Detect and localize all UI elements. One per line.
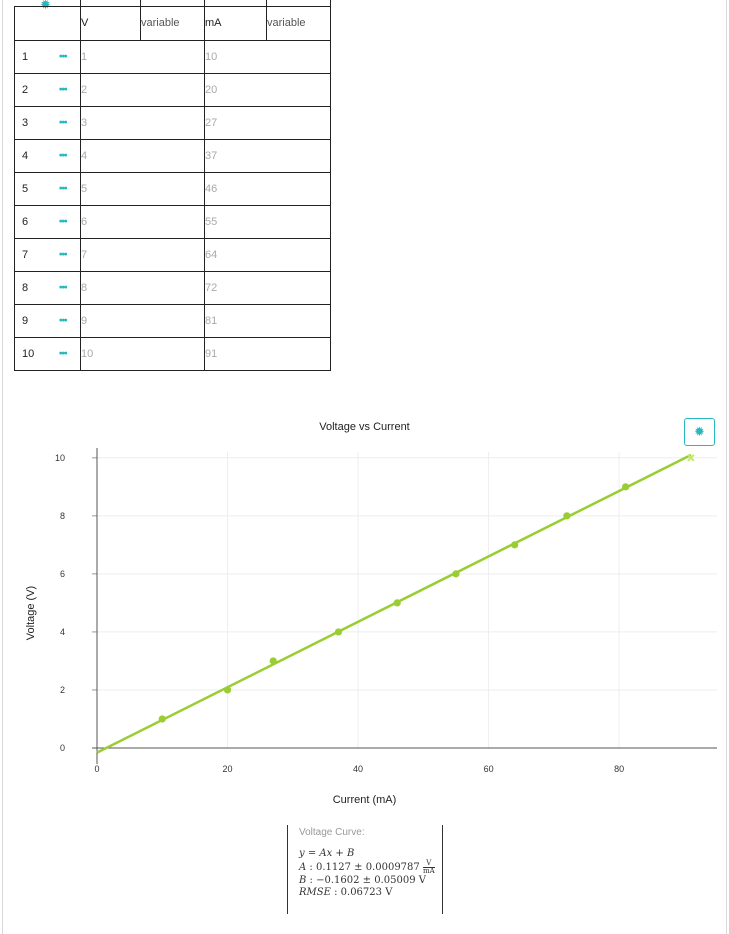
cell-ma[interactable]: 91	[204, 336, 331, 371]
row-index-cell: 3 •••	[14, 105, 81, 140]
x-tick-label: 20	[223, 764, 233, 774]
fit-equation-text: y = Ax + B	[299, 848, 355, 859]
fit-results-box: Voltage Curve: y = Ax + B A : 0.1127 ± 0…	[287, 825, 443, 914]
ellipsis-icon[interactable]: •••	[59, 117, 67, 128]
y-tick-label: 10	[55, 453, 65, 463]
ellipsis-icon[interactable]: •••	[59, 282, 67, 293]
fit-title: Voltage Curve:	[299, 827, 365, 838]
table-row: 9 ••• 9 81	[14, 303, 331, 338]
row-index: 6	[22, 215, 29, 228]
ellipsis-icon[interactable]: •••	[59, 183, 67, 194]
data-point	[622, 483, 630, 491]
fit-rmse-value: 0.06723	[340, 887, 383, 898]
corner-cell	[14, 5, 81, 41]
column-type-v[interactable]: variable	[140, 5, 205, 41]
row-index: 8	[22, 281, 29, 294]
row-index: 3	[22, 116, 29, 129]
y-tick-label: 2	[60, 685, 65, 695]
row-index: 1	[22, 50, 29, 63]
row-index-cell: 10 •••	[14, 336, 81, 371]
data-table: V variable mA variable 1 ••• 1 10 2 ••• 2 20 3 ••…	[14, 0, 331, 371]
cell-v[interactable]: 8	[80, 270, 205, 305]
row-index: 4	[22, 149, 29, 162]
ellipsis-icon[interactable]: •••	[59, 315, 67, 326]
x-axis-label: Current (mA)	[332, 794, 397, 806]
fit-a-label: A	[299, 862, 307, 873]
ellipsis-icon[interactable]: •••	[59, 150, 67, 161]
fit-equation: y = Ax + B	[299, 848, 442, 860]
y-tick-label: 4	[60, 627, 65, 637]
fit-rmse-unit: V	[385, 887, 393, 898]
row-index: 10	[22, 347, 35, 360]
row-index-cell: 8 •••	[14, 270, 81, 305]
column-type-ma[interactable]: variable	[266, 5, 331, 41]
row-index: 9	[22, 314, 29, 327]
table-row: 5 ••• 5 46	[14, 171, 331, 206]
chart-settings-button[interactable]: ✹	[684, 418, 715, 446]
fit-a-unit-num: V	[422, 860, 435, 868]
data-point	[393, 599, 401, 607]
table-row: 2 ••• 2 20	[14, 72, 331, 107]
fit-rmse: RMSE : 0.06723 V	[299, 887, 393, 898]
fit-a-unit-den: mA	[422, 867, 435, 875]
cell-v[interactable]: 4	[80, 138, 205, 173]
data-point	[452, 570, 460, 578]
ellipsis-icon[interactable]: •••	[59, 348, 67, 359]
data-point	[334, 628, 343, 636]
row-index-cell: 4 •••	[14, 138, 81, 173]
table-row: 3 ••• 3 27	[14, 105, 331, 140]
ellipsis-icon[interactable]: •••	[59, 249, 67, 260]
y-tick-label: 0	[60, 743, 65, 753]
y-tick-label: 6	[60, 569, 65, 579]
table-row: 7 ••• 7 64	[14, 237, 331, 272]
cell-v[interactable]: 2	[80, 72, 205, 107]
table-row: 4 ••• 4 37	[14, 138, 331, 173]
x-tick-label: 40	[353, 764, 363, 774]
cell-ma[interactable]: 46	[204, 171, 331, 206]
data-point	[158, 715, 166, 723]
x-tick-label: 80	[614, 764, 624, 774]
data-point	[511, 541, 519, 549]
cell-v[interactable]: 3	[80, 105, 205, 140]
data-point	[223, 686, 232, 694]
fit-param-b: B : −0.1602 ± 0.05009 V	[299, 875, 426, 886]
cell-ma[interactable]: 64	[204, 237, 331, 272]
table-row: 8 ••• 8 72	[14, 270, 331, 305]
table-row: 10 ••• 10 91	[14, 336, 331, 371]
data-point	[563, 512, 571, 520]
fit-rmse-label: RMSE	[299, 887, 331, 898]
x-tick-label: 0	[94, 764, 99, 774]
gear-icon: ✹	[694, 424, 705, 439]
fit-b-label: B	[299, 875, 307, 886]
row-index-cell: 9 •••	[14, 303, 81, 338]
ellipsis-icon[interactable]: •••	[59, 51, 67, 62]
ellipsis-icon[interactable]: •••	[59, 216, 67, 227]
fit-b-unit: V	[418, 875, 426, 886]
data-point-last	[687, 454, 695, 462]
y-tick-label: 8	[60, 511, 65, 521]
x-tick-label: 60	[484, 764, 494, 774]
row-index: 7	[22, 248, 29, 261]
ellipsis-icon[interactable]: •••	[59, 84, 67, 95]
row-index: 5	[22, 182, 29, 195]
row-index-cell: 2 •••	[14, 72, 81, 107]
chart-title: Voltage vs Current	[319, 421, 410, 433]
cell-ma[interactable]: 27	[204, 105, 331, 140]
row-index-cell: 1 •••	[14, 39, 81, 74]
fit-a-value: 0.1127 ± 0.0009787	[315, 862, 420, 873]
row-index: 2	[22, 83, 29, 96]
fit-b-value: −0.1602 ± 0.05009	[316, 875, 416, 886]
data-point	[269, 657, 277, 665]
